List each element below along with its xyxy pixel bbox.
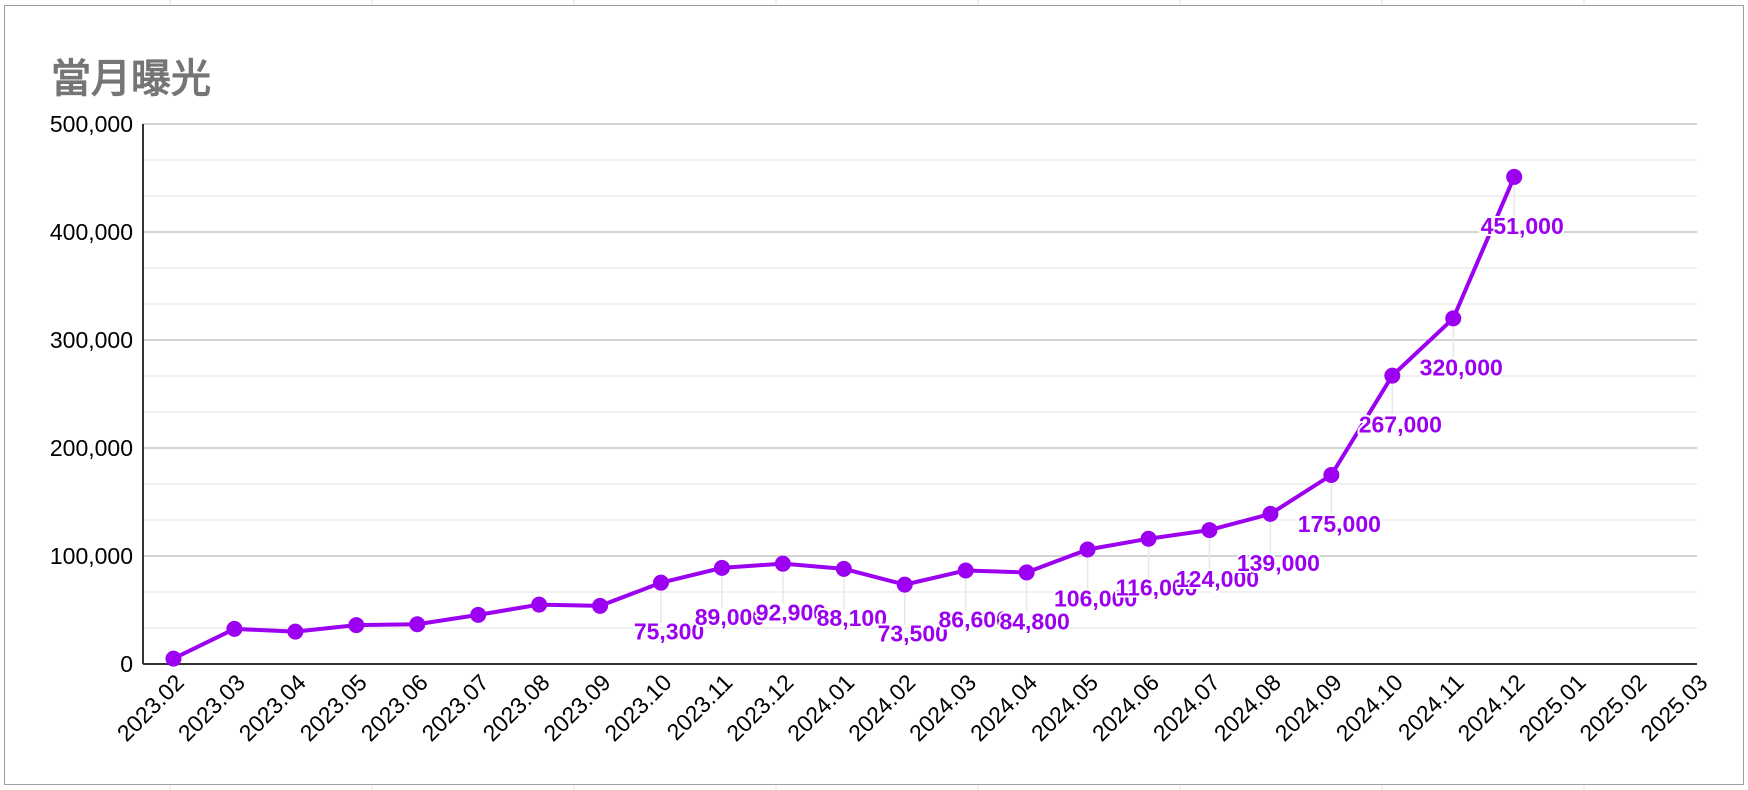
- x-tick-label: 2024.07: [1148, 669, 1225, 746]
- x-tick-label: 2023.12: [721, 669, 798, 746]
- data-label: 84,800: [999, 608, 1069, 634]
- data-point: [774, 555, 791, 572]
- x-tick-label: 2024.04: [965, 669, 1042, 746]
- y-tick-label: 300,000: [50, 327, 133, 353]
- x-tick-label: 2023.02: [112, 669, 189, 746]
- x-tick-label: 2023.06: [356, 669, 433, 746]
- data-label: 139,000: [1237, 550, 1320, 576]
- data-point: [470, 606, 487, 623]
- x-tick-label: 2024.12: [1453, 669, 1530, 746]
- x-tick-label: 2024.02: [843, 669, 920, 746]
- data-label: 88,100: [817, 605, 887, 631]
- y-tick-label: 400,000: [50, 219, 133, 245]
- x-tick-label: 2023.03: [173, 669, 250, 746]
- data-point: [1201, 522, 1218, 539]
- data-label: 116,000: [1116, 575, 1198, 601]
- data-point: [1140, 530, 1157, 547]
- chart-container[interactable]: 當月曝光 0 100,000 200,000 300,000 400,000 500,00…: [4, 5, 1744, 785]
- data-label: 451,000: [1481, 213, 1564, 239]
- data-point: [1018, 564, 1035, 581]
- x-tick-label: 2024.03: [904, 669, 981, 746]
- data-point: [835, 560, 852, 577]
- data-label: 267,000: [1359, 412, 1442, 438]
- chart-title: 當月曝光: [51, 56, 211, 102]
- x-tick-label: 2024.10: [1331, 669, 1408, 746]
- data-label: 73,500: [878, 621, 948, 647]
- x-tick-label: 2024.01: [782, 669, 859, 746]
- data-point: [957, 562, 974, 579]
- data-label: 75,300: [634, 619, 704, 645]
- data-point: [165, 650, 182, 667]
- x-tick-label: 2023.04: [234, 669, 311, 746]
- x-tick-label: 2024.08: [1209, 669, 1286, 746]
- data-point: [896, 576, 913, 593]
- data-label: 92,900: [756, 600, 826, 626]
- x-tick-label: 2023.05: [295, 669, 372, 746]
- data-point: [1262, 505, 1279, 522]
- y-tick-label: 0: [120, 651, 133, 677]
- x-tick-label: 2024.09: [1270, 669, 1347, 746]
- data-point: [1445, 310, 1462, 327]
- data-label: 175,000: [1298, 511, 1381, 537]
- data-point: [409, 616, 426, 633]
- x-tick-label: 2025.02: [1574, 669, 1651, 746]
- line-chart: 0 100,000 200,000 300,000 400,000 500,000 2023…: [50, 111, 1713, 746]
- x-tick-label: 2023.08: [477, 669, 554, 746]
- data-label: 106,000: [1054, 586, 1137, 612]
- data-point: [1506, 168, 1523, 185]
- y-tick-label: 100,000: [50, 543, 133, 569]
- data-label: 124,000: [1176, 566, 1259, 592]
- data-point: [592, 597, 609, 614]
- data-label: 89,000: [695, 604, 765, 630]
- data-point: [713, 559, 730, 576]
- data-point: [348, 617, 365, 634]
- x-tick-label: 2024.05: [1026, 669, 1103, 746]
- data-label: 320,000: [1420, 354, 1503, 380]
- data-point: [1323, 467, 1340, 483]
- data-point: [226, 620, 243, 637]
- data-point: [287, 623, 304, 640]
- data-point: [653, 574, 669, 591]
- x-tick-label: 2025.03: [1635, 669, 1712, 746]
- x-tick-label: 2023.09: [538, 669, 615, 746]
- data-point: [1384, 367, 1401, 384]
- x-tick-label: 2023.10: [599, 669, 676, 746]
- x-tick-label: 2024.06: [1087, 669, 1164, 746]
- data-point: [531, 596, 548, 613]
- data-point: [1079, 541, 1096, 558]
- y-tick-label: 500,000: [50, 111, 133, 137]
- y-tick-label: 200,000: [50, 435, 133, 461]
- x-tick-label: 2023.07: [417, 669, 494, 746]
- x-tick-label: 2025.01: [1513, 669, 1590, 746]
- data-label: 86,600: [939, 606, 1009, 632]
